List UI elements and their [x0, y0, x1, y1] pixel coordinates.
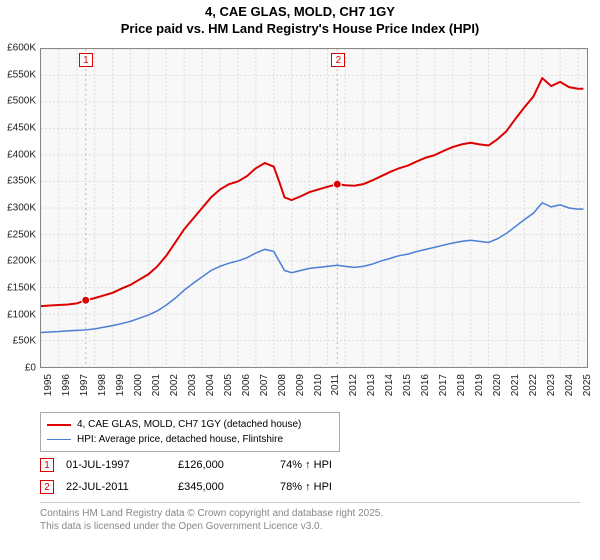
x-tick-label: 2021 — [510, 374, 521, 396]
y-tick-label: £0 — [25, 363, 36, 374]
x-tick-label: 2000 — [133, 374, 144, 396]
y-tick-label: £500K — [7, 96, 36, 107]
sale-markers-table: 1 01-JUL-1997 £126,000 74% ↑ HPI 2 22-JU… — [40, 454, 560, 498]
x-tick-label: 2025 — [582, 374, 593, 396]
x-tick-label: 2007 — [259, 374, 270, 396]
legend: 4, CAE GLAS, MOLD, CH7 1GY (detached hou… — [40, 412, 340, 452]
legend-label: 4, CAE GLAS, MOLD, CH7 1GY (detached hou… — [77, 417, 301, 432]
chart-title-address: 4, CAE GLAS, MOLD, CH7 1GY — [0, 4, 600, 21]
y-tick-label: £400K — [7, 149, 36, 160]
x-tick-label: 2019 — [474, 374, 485, 396]
y-tick-label: £550K — [7, 69, 36, 80]
marker-price: £345,000 — [178, 481, 268, 493]
x-tick-label: 1998 — [97, 374, 108, 396]
x-tick-label: 1999 — [115, 374, 126, 396]
chart-svg — [41, 49, 587, 367]
chart-marker-badge: 1 — [79, 53, 93, 67]
x-tick-label: 2018 — [456, 374, 467, 396]
y-tick-label: £350K — [7, 176, 36, 187]
chart-marker-badge: 2 — [331, 53, 345, 67]
y-tick-label: £300K — [7, 203, 36, 214]
x-tick-label: 2024 — [564, 374, 575, 396]
chart-container: 4, CAE GLAS, MOLD, CH7 1GY Price paid vs… — [0, 0, 600, 560]
x-tick-label: 2012 — [348, 374, 359, 396]
x-tick-label: 2015 — [402, 374, 413, 396]
footer-line: Contains HM Land Registry data © Crown c… — [40, 507, 580, 520]
x-tick-label: 2020 — [492, 374, 503, 396]
marker-price: £126,000 — [178, 459, 268, 471]
y-tick-label: £450K — [7, 123, 36, 134]
marker-badge: 2 — [40, 480, 54, 494]
marker-date: 22-JUL-2011 — [66, 481, 166, 493]
chart-title-subtitle: Price paid vs. HM Land Registry's House … — [0, 21, 600, 38]
marker-date: 01-JUL-1997 — [66, 459, 166, 471]
x-tick-label: 2001 — [151, 374, 162, 396]
legend-swatch — [47, 439, 71, 441]
y-tick-label: £600K — [7, 43, 36, 54]
y-tick-label: £250K — [7, 229, 36, 240]
x-tick-label: 2004 — [205, 374, 216, 396]
x-tick-label: 2008 — [277, 374, 288, 396]
x-tick-label: 2006 — [241, 374, 252, 396]
footer-attribution: Contains HM Land Registry data © Crown c… — [40, 502, 580, 533]
y-tick-label: £200K — [7, 256, 36, 267]
legend-item: 4, CAE GLAS, MOLD, CH7 1GY (detached hou… — [47, 417, 333, 432]
legend-swatch — [47, 424, 71, 426]
sale-marker-row: 1 01-JUL-1997 £126,000 74% ↑ HPI — [40, 454, 560, 476]
y-tick-label: £150K — [7, 283, 36, 294]
x-tick-label: 1995 — [43, 374, 54, 396]
sale-marker-row: 2 22-JUL-2011 £345,000 78% ↑ HPI — [40, 476, 560, 498]
x-tick-label: 2011 — [330, 374, 341, 396]
marker-hpi: 78% ↑ HPI — [280, 481, 380, 493]
x-tick-label: 2002 — [169, 374, 180, 396]
x-tick-label: 2014 — [384, 374, 395, 396]
x-tick-label: 2003 — [187, 374, 198, 396]
x-tick-label: 2009 — [295, 374, 306, 396]
legend-label: HPI: Average price, detached house, Flin… — [77, 432, 283, 447]
legend-item: HPI: Average price, detached house, Flin… — [47, 432, 333, 447]
y-tick-label: £50K — [13, 336, 36, 347]
y-axis: £0£50K£100K£150K£200K£250K£300K£350K£400… — [0, 48, 38, 368]
x-axis: 1995 1996 1997 1998 1999 2000 2001 2002 2003 2004… — [40, 370, 588, 410]
title-block: 4, CAE GLAS, MOLD, CH7 1GY Price paid vs… — [0, 0, 600, 38]
x-tick-label: 2017 — [438, 374, 449, 396]
x-tick-label: 2010 — [313, 374, 324, 396]
y-tick-label: £100K — [7, 309, 36, 320]
x-tick-label: 2013 — [366, 374, 377, 396]
x-tick-label: 2005 — [223, 374, 234, 396]
footer-line: This data is licensed under the Open Gov… — [40, 520, 580, 533]
chart-plot-area: 12 — [40, 48, 588, 368]
x-tick-label: 1997 — [79, 374, 90, 396]
x-tick-label: 1996 — [61, 374, 72, 396]
x-tick-label: 2022 — [528, 374, 539, 396]
x-tick-label: 2016 — [420, 374, 431, 396]
x-tick-label: 2023 — [546, 374, 557, 396]
marker-hpi: 74% ↑ HPI — [280, 459, 380, 471]
marker-badge: 1 — [40, 458, 54, 472]
